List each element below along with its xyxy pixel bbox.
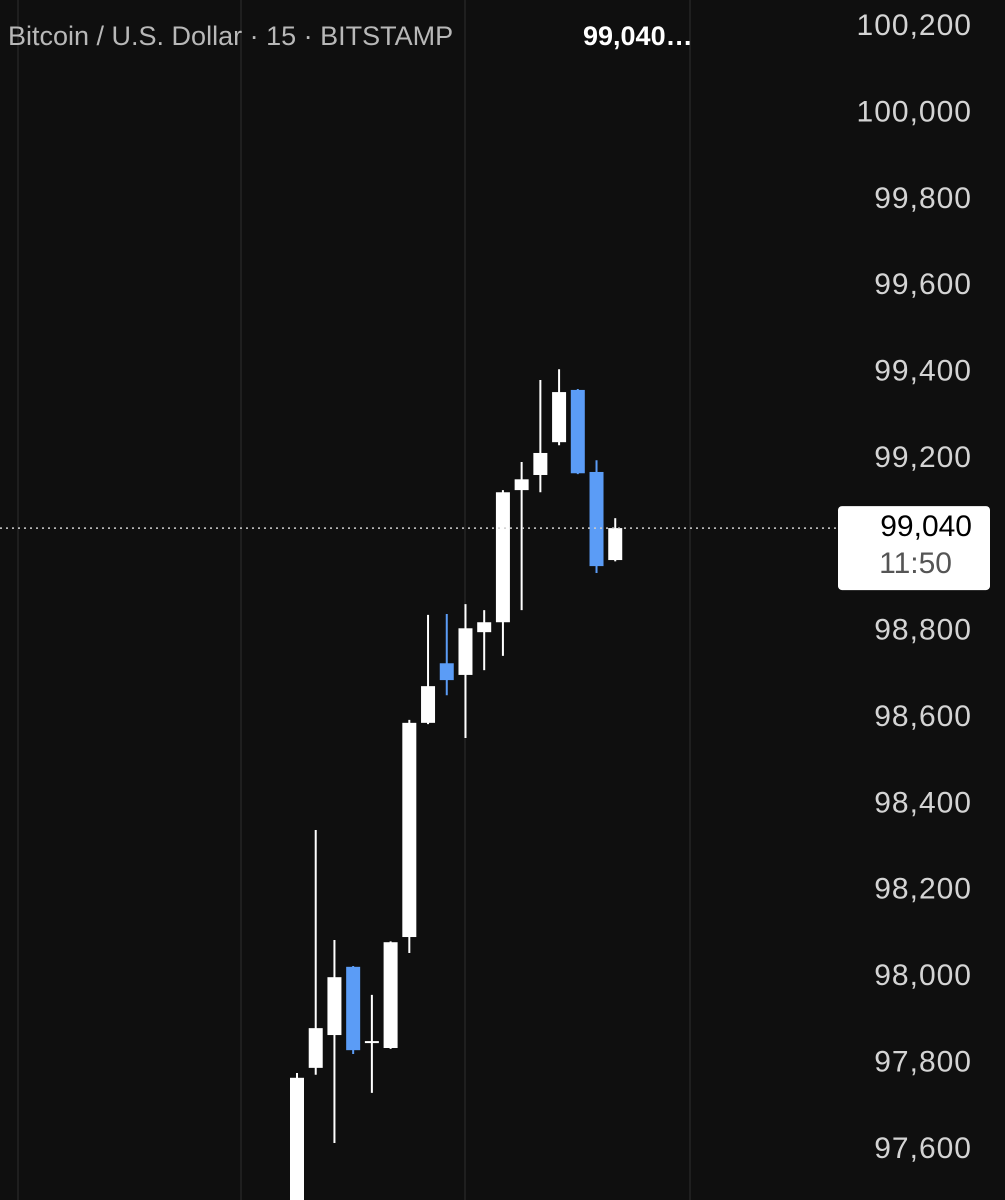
- candle-body: [402, 722, 417, 938]
- candle-body: [290, 1077, 304, 1200]
- last-price-label: 99,040: [880, 510, 972, 543]
- candle-body: [308, 1028, 323, 1068]
- candle-body: [495, 492, 510, 623]
- y-tick-label: 98,600: [874, 700, 972, 733]
- y-tick-label: 98,000: [874, 959, 972, 992]
- header-price: 99,040…: [583, 21, 693, 51]
- candle-body: [589, 471, 604, 567]
- y-tick-label: 99,600: [874, 268, 972, 301]
- y-tick-label: 100,200: [857, 9, 972, 42]
- y-tick-label: 100,000: [857, 95, 972, 128]
- candle-body: [477, 622, 492, 633]
- countdown: 11:50: [879, 547, 952, 580]
- y-tick-label: 98,400: [874, 786, 972, 819]
- candle-body: [458, 628, 473, 675]
- y-tick-label: 99,400: [874, 355, 972, 388]
- y-tick-label: 97,600: [874, 1132, 972, 1165]
- y-tick-label: 99,200: [874, 441, 972, 474]
- candle-body: [570, 389, 585, 474]
- last-price-box: [838, 506, 990, 591]
- y-tick-label: 97,800: [874, 1045, 972, 1078]
- y-tick-label: 98,200: [874, 873, 972, 906]
- candle-body: [514, 479, 529, 491]
- candle-body: [439, 663, 454, 681]
- candle-body: [608, 528, 623, 561]
- candle-body: [327, 977, 342, 1036]
- candle-body: [421, 686, 436, 723]
- y-tick-label: 99,800: [874, 182, 972, 215]
- chart-title: Bitcoin / U.S. Dollar · 15 · BITSTAMP: [8, 21, 453, 51]
- candle-body: [533, 452, 548, 475]
- candle-body: [364, 1041, 379, 1044]
- candle-body: [383, 942, 398, 1049]
- candle-body: [346, 966, 361, 1051]
- candle-body: [552, 392, 567, 443]
- y-tick-label: 98,800: [874, 614, 972, 647]
